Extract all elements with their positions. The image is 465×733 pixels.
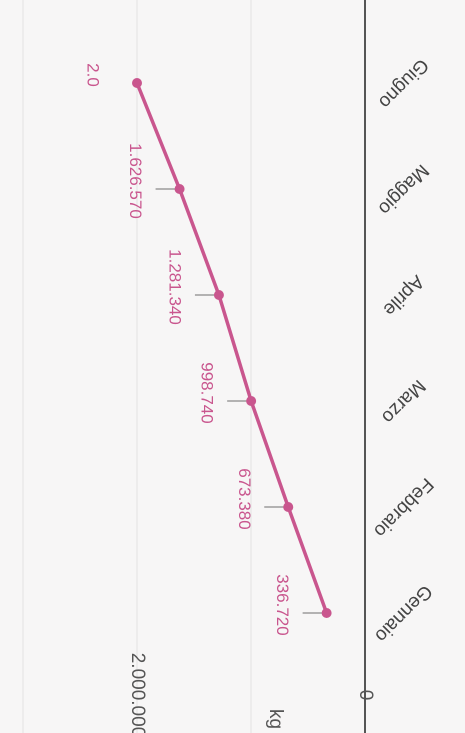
- data-point: [246, 396, 257, 406]
- value-tick-label: 2.000.000: [127, 653, 148, 733]
- data-point: [132, 78, 142, 88]
- gridlines: [22, 0, 252, 733]
- category-tick-label: Marzo: [377, 375, 429, 427]
- category-tick-label: Aprile: [379, 271, 428, 320]
- data-point: [213, 290, 224, 300]
- labels-group: 02.000.0004.000.0006.000.000kgGennaioFeb…: [84, 54, 438, 733]
- category-tick-label: Maggio: [374, 160, 433, 219]
- value-tick-label: 0: [355, 690, 376, 701]
- data-point: [283, 502, 294, 512]
- series-line: [135, 82, 329, 614]
- chart-rotation-group: 02.000.0004.000.0006.000.000kgGennaioFeb…: [22, 0, 438, 733]
- category-tick-label: Giugno: [374, 54, 432, 112]
- data-point: [174, 184, 185, 194]
- category-tick-label: Febbraio: [369, 473, 437, 541]
- series-group: [132, 78, 332, 618]
- value-axis-title: kg: [265, 709, 286, 729]
- data-label: 673.380: [235, 468, 254, 529]
- data-label: 1.281.340: [165, 249, 184, 325]
- category-tick-label: Gennaio: [371, 581, 437, 647]
- data-point: [321, 608, 332, 618]
- data-label: 2.0: [84, 63, 103, 87]
- data-label: 1.626.570: [126, 143, 145, 219]
- data-label: 336.720: [273, 574, 292, 635]
- data-label: 998.740: [198, 362, 217, 423]
